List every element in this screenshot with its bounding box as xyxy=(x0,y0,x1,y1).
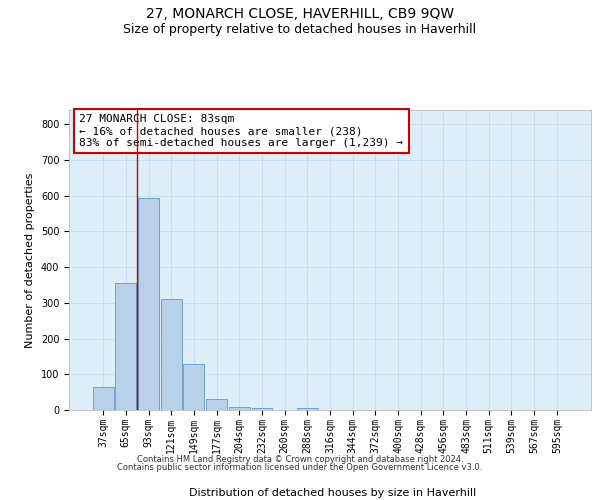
Bar xyxy=(115,282,136,410)
Y-axis label: Number of detached properties: Number of detached properties xyxy=(25,172,35,348)
Bar xyxy=(161,298,182,410)
Bar xyxy=(297,408,318,410)
Text: Contains HM Land Registry data © Crown copyright and database right 2024.: Contains HM Land Registry data © Crown c… xyxy=(137,455,463,464)
Bar xyxy=(93,387,113,410)
Text: 27 MONARCH CLOSE: 83sqm
← 16% of detached houses are smaller (238)
83% of semi-d: 27 MONARCH CLOSE: 83sqm ← 16% of detache… xyxy=(79,114,403,148)
Text: Contains public sector information licensed under the Open Government Licence v3: Contains public sector information licen… xyxy=(118,464,482,472)
Text: 27, MONARCH CLOSE, HAVERHILL, CB9 9QW: 27, MONARCH CLOSE, HAVERHILL, CB9 9QW xyxy=(146,8,454,22)
Bar xyxy=(184,364,205,410)
Text: Size of property relative to detached houses in Haverhill: Size of property relative to detached ho… xyxy=(124,22,476,36)
Bar xyxy=(251,408,272,410)
Bar xyxy=(229,407,250,410)
Bar xyxy=(206,400,227,410)
Text: Distribution of detached houses by size in Haverhill: Distribution of detached houses by size … xyxy=(190,488,476,498)
Bar xyxy=(138,198,159,410)
